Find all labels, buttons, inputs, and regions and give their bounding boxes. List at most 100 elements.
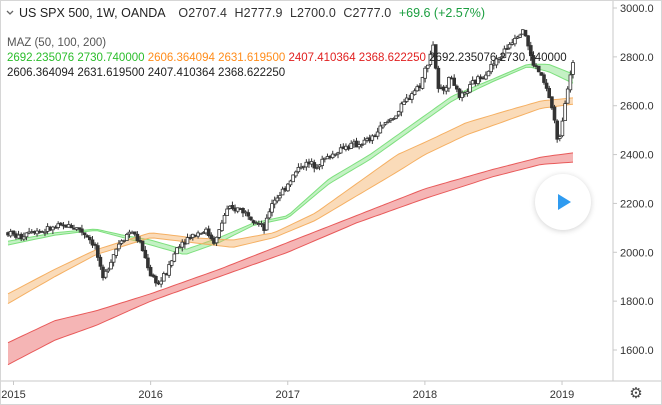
moving-average-bands: [7, 63, 574, 366]
candle: [423, 65, 427, 83]
candle: [412, 88, 417, 96]
candle-body: [111, 254, 116, 263]
candle-body: [354, 140, 359, 148]
candle-body: [24, 232, 29, 238]
candle: [125, 232, 129, 241]
candle: [246, 209, 251, 220]
collapse-chevron-icon[interactable]: [5, 8, 15, 18]
play-icon: [558, 194, 571, 210]
change-value: +69.6 (+2.57%): [398, 6, 485, 20]
candle: [362, 137, 367, 145]
candle-body: [484, 74, 488, 80]
candle: [529, 41, 533, 61]
candle: [148, 264, 153, 277]
ma-band-2: [8, 97, 573, 304]
candle: [349, 140, 353, 149]
candle: [103, 269, 108, 280]
candle-body: [98, 256, 103, 267]
candle-body: [359, 144, 364, 147]
candle-body: [125, 233, 129, 241]
candle: [425, 64, 430, 73]
candle-body: [560, 120, 565, 137]
candle: [230, 201, 235, 211]
candle: [109, 259, 113, 270]
play-button[interactable]: [535, 174, 591, 230]
candle-body: [423, 67, 427, 79]
candle-body: [454, 85, 459, 90]
candle: [333, 153, 338, 157]
candle: [489, 60, 493, 75]
candle: [375, 127, 380, 140]
candle-body: [502, 48, 507, 59]
candle-body: [315, 167, 319, 169]
candle: [558, 134, 562, 142]
indicator-name[interactable]: MAZ (50, 100, 200): [7, 37, 107, 49]
candle-body: [550, 96, 554, 109]
candle-body: [185, 237, 190, 245]
candle-body: [494, 58, 499, 66]
candle-body: [555, 120, 559, 140]
candle-body: [214, 236, 219, 244]
candle-body: [93, 243, 97, 246]
candle: [410, 91, 414, 104]
y-tick-label: 2400.0: [620, 150, 654, 162]
candle: [167, 260, 171, 278]
candle-body: [148, 266, 153, 277]
candle: [69, 223, 74, 229]
candle-body: [412, 90, 417, 96]
low-value: L2700.0: [289, 6, 336, 20]
candle-body: [402, 101, 406, 106]
candle-body: [542, 74, 546, 83]
candle: [159, 277, 163, 288]
candle: [338, 143, 343, 154]
candle-body: [536, 65, 541, 73]
candle: [560, 117, 565, 138]
candlestick-series: [6, 29, 575, 288]
close-value: C2777.0: [343, 6, 392, 20]
candle: [275, 194, 280, 204]
candle: [21, 232, 26, 242]
candle: [206, 225, 211, 238]
candle: [436, 65, 441, 93]
candle: [415, 84, 419, 92]
candle-body: [526, 35, 530, 47]
candle-body: [304, 161, 309, 168]
candle-body: [523, 29, 528, 37]
candle-body: [370, 135, 375, 141]
candle-body: [547, 88, 551, 99]
candle: [114, 248, 119, 259]
candle-body: [383, 122, 388, 125]
candle: [378, 121, 383, 134]
candle: [267, 208, 272, 220]
candle-body: [135, 233, 140, 242]
candle-body: [436, 67, 441, 89]
candle-body: [59, 222, 63, 226]
candle: [571, 59, 575, 79]
candle: [320, 155, 324, 170]
candle-body: [558, 136, 562, 139]
candle: [555, 119, 559, 143]
candle: [460, 90, 464, 102]
candle-body: [428, 53, 433, 66]
settings-gear-icon[interactable]: ⚙: [629, 384, 643, 402]
candle-body: [275, 197, 280, 202]
candle-body: [296, 166, 301, 173]
ma-band-lower-1: [7, 66, 574, 255]
candle-body: [146, 257, 150, 269]
candle-body: [293, 171, 298, 177]
candle: [286, 183, 290, 192]
candle-body: [88, 236, 92, 241]
candle: [59, 222, 63, 226]
candle-body: [159, 280, 163, 285]
indicator-values-row2: 2606.364094 2631.619500 2407.410364 2368…: [7, 67, 286, 79]
candle-body: [505, 48, 509, 50]
candle-body: [386, 120, 390, 123]
candle: [188, 234, 193, 241]
candle-body: [568, 74, 573, 91]
candle-body: [544, 82, 549, 89]
ma-band-lower-3: [7, 161, 574, 366]
candle-body: [251, 220, 256, 224]
candle-body: [529, 45, 533, 57]
